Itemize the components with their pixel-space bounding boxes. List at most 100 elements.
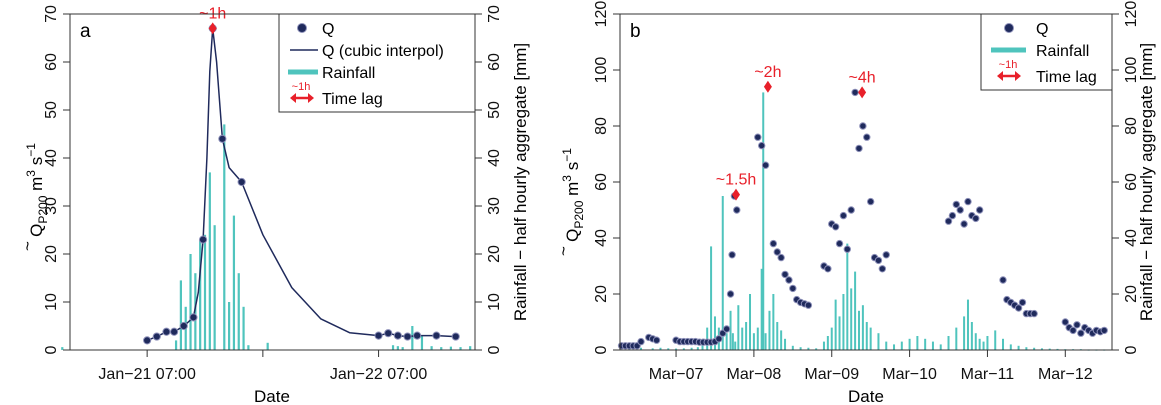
ylabel-unit-m-exp: 3 [24,170,38,177]
rainfall-bar [242,306,245,350]
q-point [944,217,953,225]
x-axis-title: Date [848,387,884,405]
q-point [964,197,972,206]
rainfall-bar [737,305,740,350]
q-point [218,134,227,143]
ylabel-unit-s: s [27,157,46,166]
rainfall-bar [826,336,829,350]
q-point [722,325,731,333]
y-tick-label-right: 0 [486,345,503,354]
rainfall-bar [780,330,783,350]
rainfall-bar [61,347,64,350]
y-tick-label-right: 80 [1123,117,1140,135]
q-point [851,88,859,97]
rainfall-bar [682,348,685,350]
y-tick-label-right: 40 [486,149,503,167]
y-axis-title-right: Rainfall − half hourly aggregate [mm] [1137,43,1156,321]
rainfall-bar [1025,347,1028,350]
rainfall-bar [768,310,771,350]
legend-box [278,13,476,113]
q-point [162,327,171,336]
q-point [975,206,984,214]
ylabel-unit-m: m [27,177,46,191]
x-tick-label: Mar−07 [649,366,704,383]
rainfall-bar [846,243,849,350]
q-point [1014,304,1023,312]
legend-rainfall-label: Rainfall [1036,43,1089,60]
rainfall-bar [900,341,903,350]
rainfall-bar [749,294,752,350]
q-point [726,290,735,298]
rainfall-bar [865,322,868,350]
rainfall-bar [690,347,693,350]
rainfall-bar [174,340,178,350]
rainfall-bar [1009,344,1012,350]
rainfall-bar [799,347,802,350]
x-tick-label: Jan−22 07:00 [330,366,428,383]
x-tick-label: Mar−09 [804,366,859,383]
y-tick-label-right: 20 [486,245,503,263]
y-tick-label-right: 70 [486,5,503,23]
rainfall-bar [916,336,919,350]
ylabel-q: Q [563,229,582,242]
rainfall-bar [228,302,231,350]
y-tick-label-left: 20 [593,285,610,303]
q-point [1030,309,1038,318]
legend-time-lag-arrow [997,71,1021,81]
rainfall-bar [1048,348,1051,350]
rainfall-bar [838,316,841,350]
rainfall-bar [266,342,269,350]
q-point [847,206,855,214]
rainfall-bar [194,273,197,350]
q-point [859,122,867,130]
q-point [773,248,781,256]
q-point [999,276,1007,284]
rainfall-bar [791,345,794,350]
y-axis-title-left: QP200 m3 s−1 ~ [554,148,586,256]
ylabel-unit-s: s [563,162,582,171]
rainfall-bar [440,347,443,350]
rainfall-bar [955,327,958,350]
rainfall-bar [741,327,744,350]
q-point [733,206,741,214]
rainfall-bar [885,341,888,350]
y-tick-label-left: 100 [593,57,610,84]
q-point [956,206,964,214]
svg-text:QP200 m3 s−1: QP200 m3 s−1 [24,143,50,237]
q-point [393,331,402,340]
q-point [952,200,961,209]
rainfall-bar [947,336,950,350]
rainfall-bar [994,330,997,350]
y-tick-label-left: 50 [43,101,60,119]
rainfall-bar [675,348,678,350]
rainfall-bar [430,346,433,350]
q-point [866,197,875,206]
q-point [403,332,412,341]
q-point [143,336,152,345]
q-point [1069,326,1077,335]
rainfall-bar [1017,345,1020,350]
rainfall-bar [931,341,934,350]
ylabel-q: Q [27,224,46,237]
y-tick-label-left: 20 [43,245,60,263]
legend-q-marker [1004,23,1014,33]
x-axis-title: Date [254,387,290,405]
y-tick-label-right: 60 [1123,173,1140,191]
y-tick-label-left: 70 [43,5,60,23]
rainfall-bar [1033,347,1036,350]
rainfall-bar [963,316,966,350]
q-point [1073,321,1081,329]
q-point [374,331,383,340]
rainfall-bar [745,322,748,350]
q-point [189,313,198,322]
time-lag-label: ~4h [849,69,876,86]
q-point [761,161,770,169]
q-point [839,211,848,220]
y-tick-label-right: 20 [1123,285,1140,303]
q-point [432,331,441,340]
svg-text:QP200 m3 s−1: QP200 m3 s−1 [560,148,586,242]
rainfall-bar [776,322,779,350]
rainfall-bar [815,348,818,350]
rainfall-bar [924,338,927,350]
axes: Jan−21 07:00 Jan−22 07:00 0 10 20 30 40 50 60 70 0… [43,5,503,383]
